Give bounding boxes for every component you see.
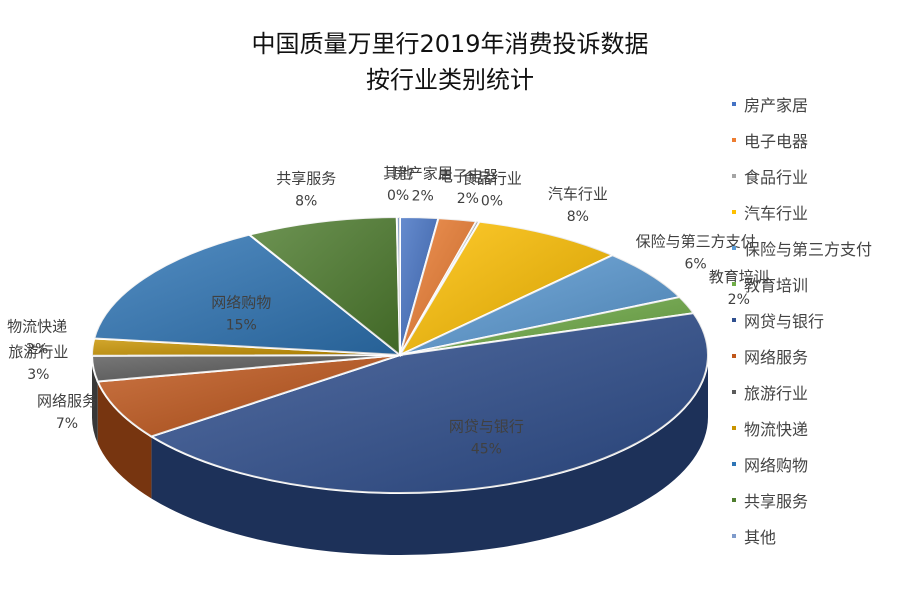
slice-label-1: 电子电器 — [438, 167, 498, 185]
slice-label-4: 保险与第三方支付 — [636, 232, 756, 250]
legend-item-11: 共享服务 — [732, 482, 872, 518]
legend-item-1: 电子电器 — [732, 122, 872, 158]
legend-swatch-8 — [732, 390, 736, 394]
legend-label-4: 保险与第三方支付 — [744, 240, 873, 259]
pie-slice-shade-10 — [94, 234, 401, 355]
slice-label-9: 物流快递 — [7, 318, 67, 336]
legend-swatch-11 — [732, 498, 736, 502]
legend-label-9: 物流快递 — [744, 420, 809, 439]
legend-label-12: 其他 — [744, 528, 777, 547]
slice-percent-2: 0% — [481, 193, 503, 209]
legend-label-5: 教育培训 — [744, 276, 809, 295]
legend-label-3: 汽车行业 — [744, 204, 809, 223]
slice-label-0: 房产家居 — [393, 164, 453, 182]
legend-item-9: 物流快递 — [732, 410, 872, 446]
pie-slice-shade-4 — [400, 255, 680, 355]
legend-swatch-6 — [732, 318, 736, 322]
slice-label-3: 汽车行业 — [548, 185, 608, 203]
legend-swatch-1 — [732, 138, 736, 142]
slice-percent-9: 2% — [26, 342, 48, 358]
legend-swatch-2 — [732, 174, 736, 178]
legend-item-6: 网贷与银行 — [732, 302, 872, 338]
slice-percent-10: 15% — [226, 317, 257, 333]
legend-swatch-7 — [732, 354, 736, 358]
legend-item-4: 保险与第三方支付 — [732, 230, 872, 266]
legend-swatch-0 — [732, 102, 736, 106]
legend-label-8: 旅游行业 — [744, 384, 809, 403]
legend-swatch-10 — [732, 462, 736, 466]
legend-label-10: 网络购物 — [744, 456, 809, 475]
legend-item-8: 旅游行业 — [732, 374, 872, 410]
slice-label-6: 网贷与银行 — [449, 417, 524, 435]
legend-item-7: 网络服务 — [732, 338, 872, 374]
pie-side-7 — [97, 381, 152, 499]
legend-swatch-12 — [732, 534, 736, 538]
pie-slice-shade-8 — [92, 355, 400, 382]
slice-percent-4: 6% — [684, 256, 706, 272]
slice-percent-6: 45% — [471, 441, 502, 457]
pie-slice-shade-12 — [396, 217, 400, 355]
slice-percent-8: 3% — [27, 367, 49, 383]
legend-label-0: 房产家居 — [744, 96, 809, 115]
legend-item-2: 食品行业 — [732, 158, 872, 194]
pie-slice-shade-6 — [151, 313, 709, 494]
slice-label-12: 其他 — [383, 164, 413, 182]
legend-item-10: 网络购物 — [732, 446, 872, 482]
slice-label-5: 教育培训 — [709, 268, 769, 286]
pie-slice-shade-11 — [249, 217, 400, 355]
legend-label-1: 电子电器 — [744, 132, 809, 151]
legend-swatch-3 — [732, 210, 736, 214]
slice-label-11: 共享服务 — [276, 170, 336, 188]
legend-item-12: 其他 — [732, 518, 872, 554]
slice-label-10: 网络购物 — [211, 293, 271, 311]
pie-slice-shade-3 — [400, 221, 613, 355]
slice-label-7: 网络服务 — [37, 392, 97, 410]
legend-label-2: 食品行业 — [744, 168, 809, 187]
legend-swatch-9 — [732, 426, 736, 430]
pie-side-8 — [92, 355, 98, 444]
legend-item-0: 房产家居 — [732, 86, 872, 122]
legend-item-5: 教育培训 — [732, 266, 872, 302]
pie-slice-shade-5 — [400, 297, 694, 355]
slice-percent-7: 7% — [56, 416, 78, 432]
legend-label-7: 网络服务 — [744, 348, 809, 367]
pie-side-6 — [151, 355, 708, 555]
legend-label-6: 网贷与银行 — [744, 312, 825, 331]
legend-swatch-4 — [732, 246, 736, 250]
chart-legend: 房产家居电子电器食品行业汽车行业保险与第三方支付 教育培训网贷与银行网络服务旅游行… — [732, 86, 872, 554]
slice-percent-1: 2% — [457, 191, 479, 207]
slice-percent-5: 2% — [728, 292, 750, 308]
slice-label-2: 食品行业 — [462, 169, 522, 187]
chart-title-line1: 中国质量万里行2019年消费投诉数据 — [251, 30, 649, 58]
legend-item-3: 汽车行业 — [732, 194, 872, 230]
chart-title-line2: 按行业类别统计 — [366, 66, 534, 94]
slice-percent-0: 2% — [412, 188, 434, 204]
slice-label-8: 旅游行业 — [8, 343, 68, 361]
legend-swatch-5 — [732, 282, 736, 286]
legend-label-11: 共享服务 — [744, 492, 809, 511]
slice-percent-11: 8% — [295, 194, 317, 210]
slice-percent-12: 0% — [387, 188, 409, 204]
slice-percent-3: 8% — [567, 209, 589, 225]
